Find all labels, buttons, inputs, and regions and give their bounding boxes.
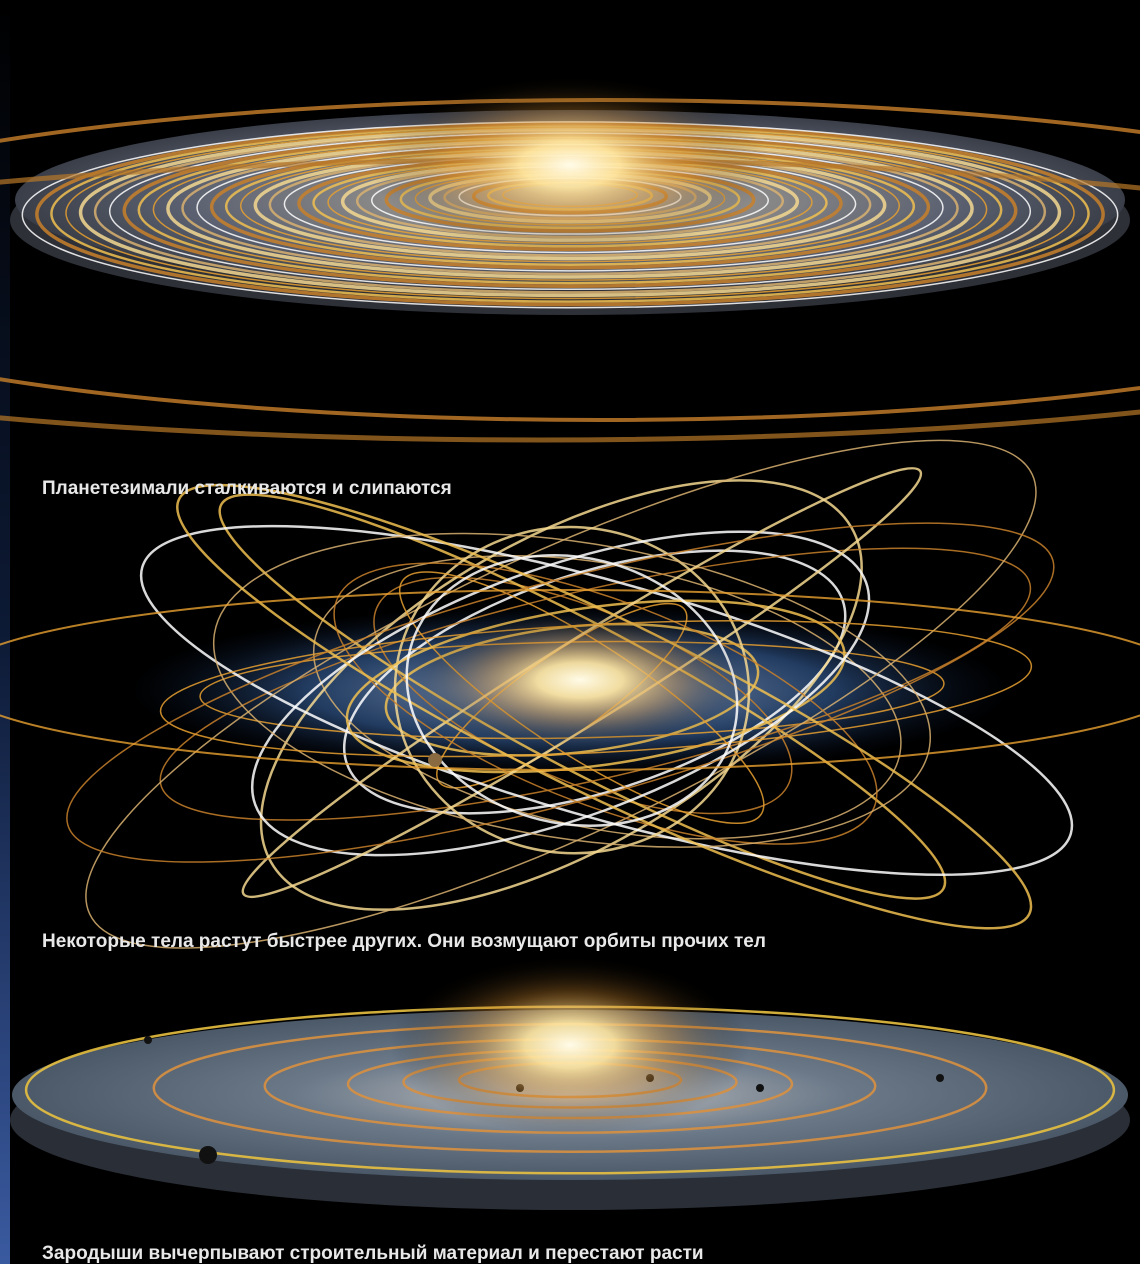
caption: Зародыши вычерпывают строительный матери…	[42, 1243, 704, 1264]
orbit	[66, 522, 1055, 863]
caption: Планетезимали сталкиваются и слипаются	[42, 478, 452, 499]
sun-glow	[410, 610, 750, 750]
orbit	[405, 554, 739, 827]
embryo	[199, 1146, 217, 1164]
side-strip	[0, 0, 10, 1264]
embryo	[144, 1036, 152, 1044]
orbit	[393, 525, 751, 855]
panel-embryos	[10, 955, 1130, 1210]
orbit	[139, 524, 1074, 877]
sun-glow	[370, 75, 770, 255]
panel-perturbation	[0, 439, 1140, 949]
orbit	[85, 439, 1037, 949]
embryo	[936, 1074, 944, 1082]
sun-glow	[390, 955, 750, 1135]
orbit	[250, 530, 871, 857]
orbit	[159, 547, 1032, 821]
planet	[428, 753, 442, 767]
caption: Некоторые тела растут быстрее других. Он…	[42, 931, 766, 952]
orbit	[333, 562, 878, 845]
embryo	[756, 1084, 764, 1092]
orbit	[0, 589, 1140, 771]
orbit	[345, 599, 846, 774]
orbit	[212, 532, 932, 848]
panel-planetesimals	[0, 75, 1140, 443]
